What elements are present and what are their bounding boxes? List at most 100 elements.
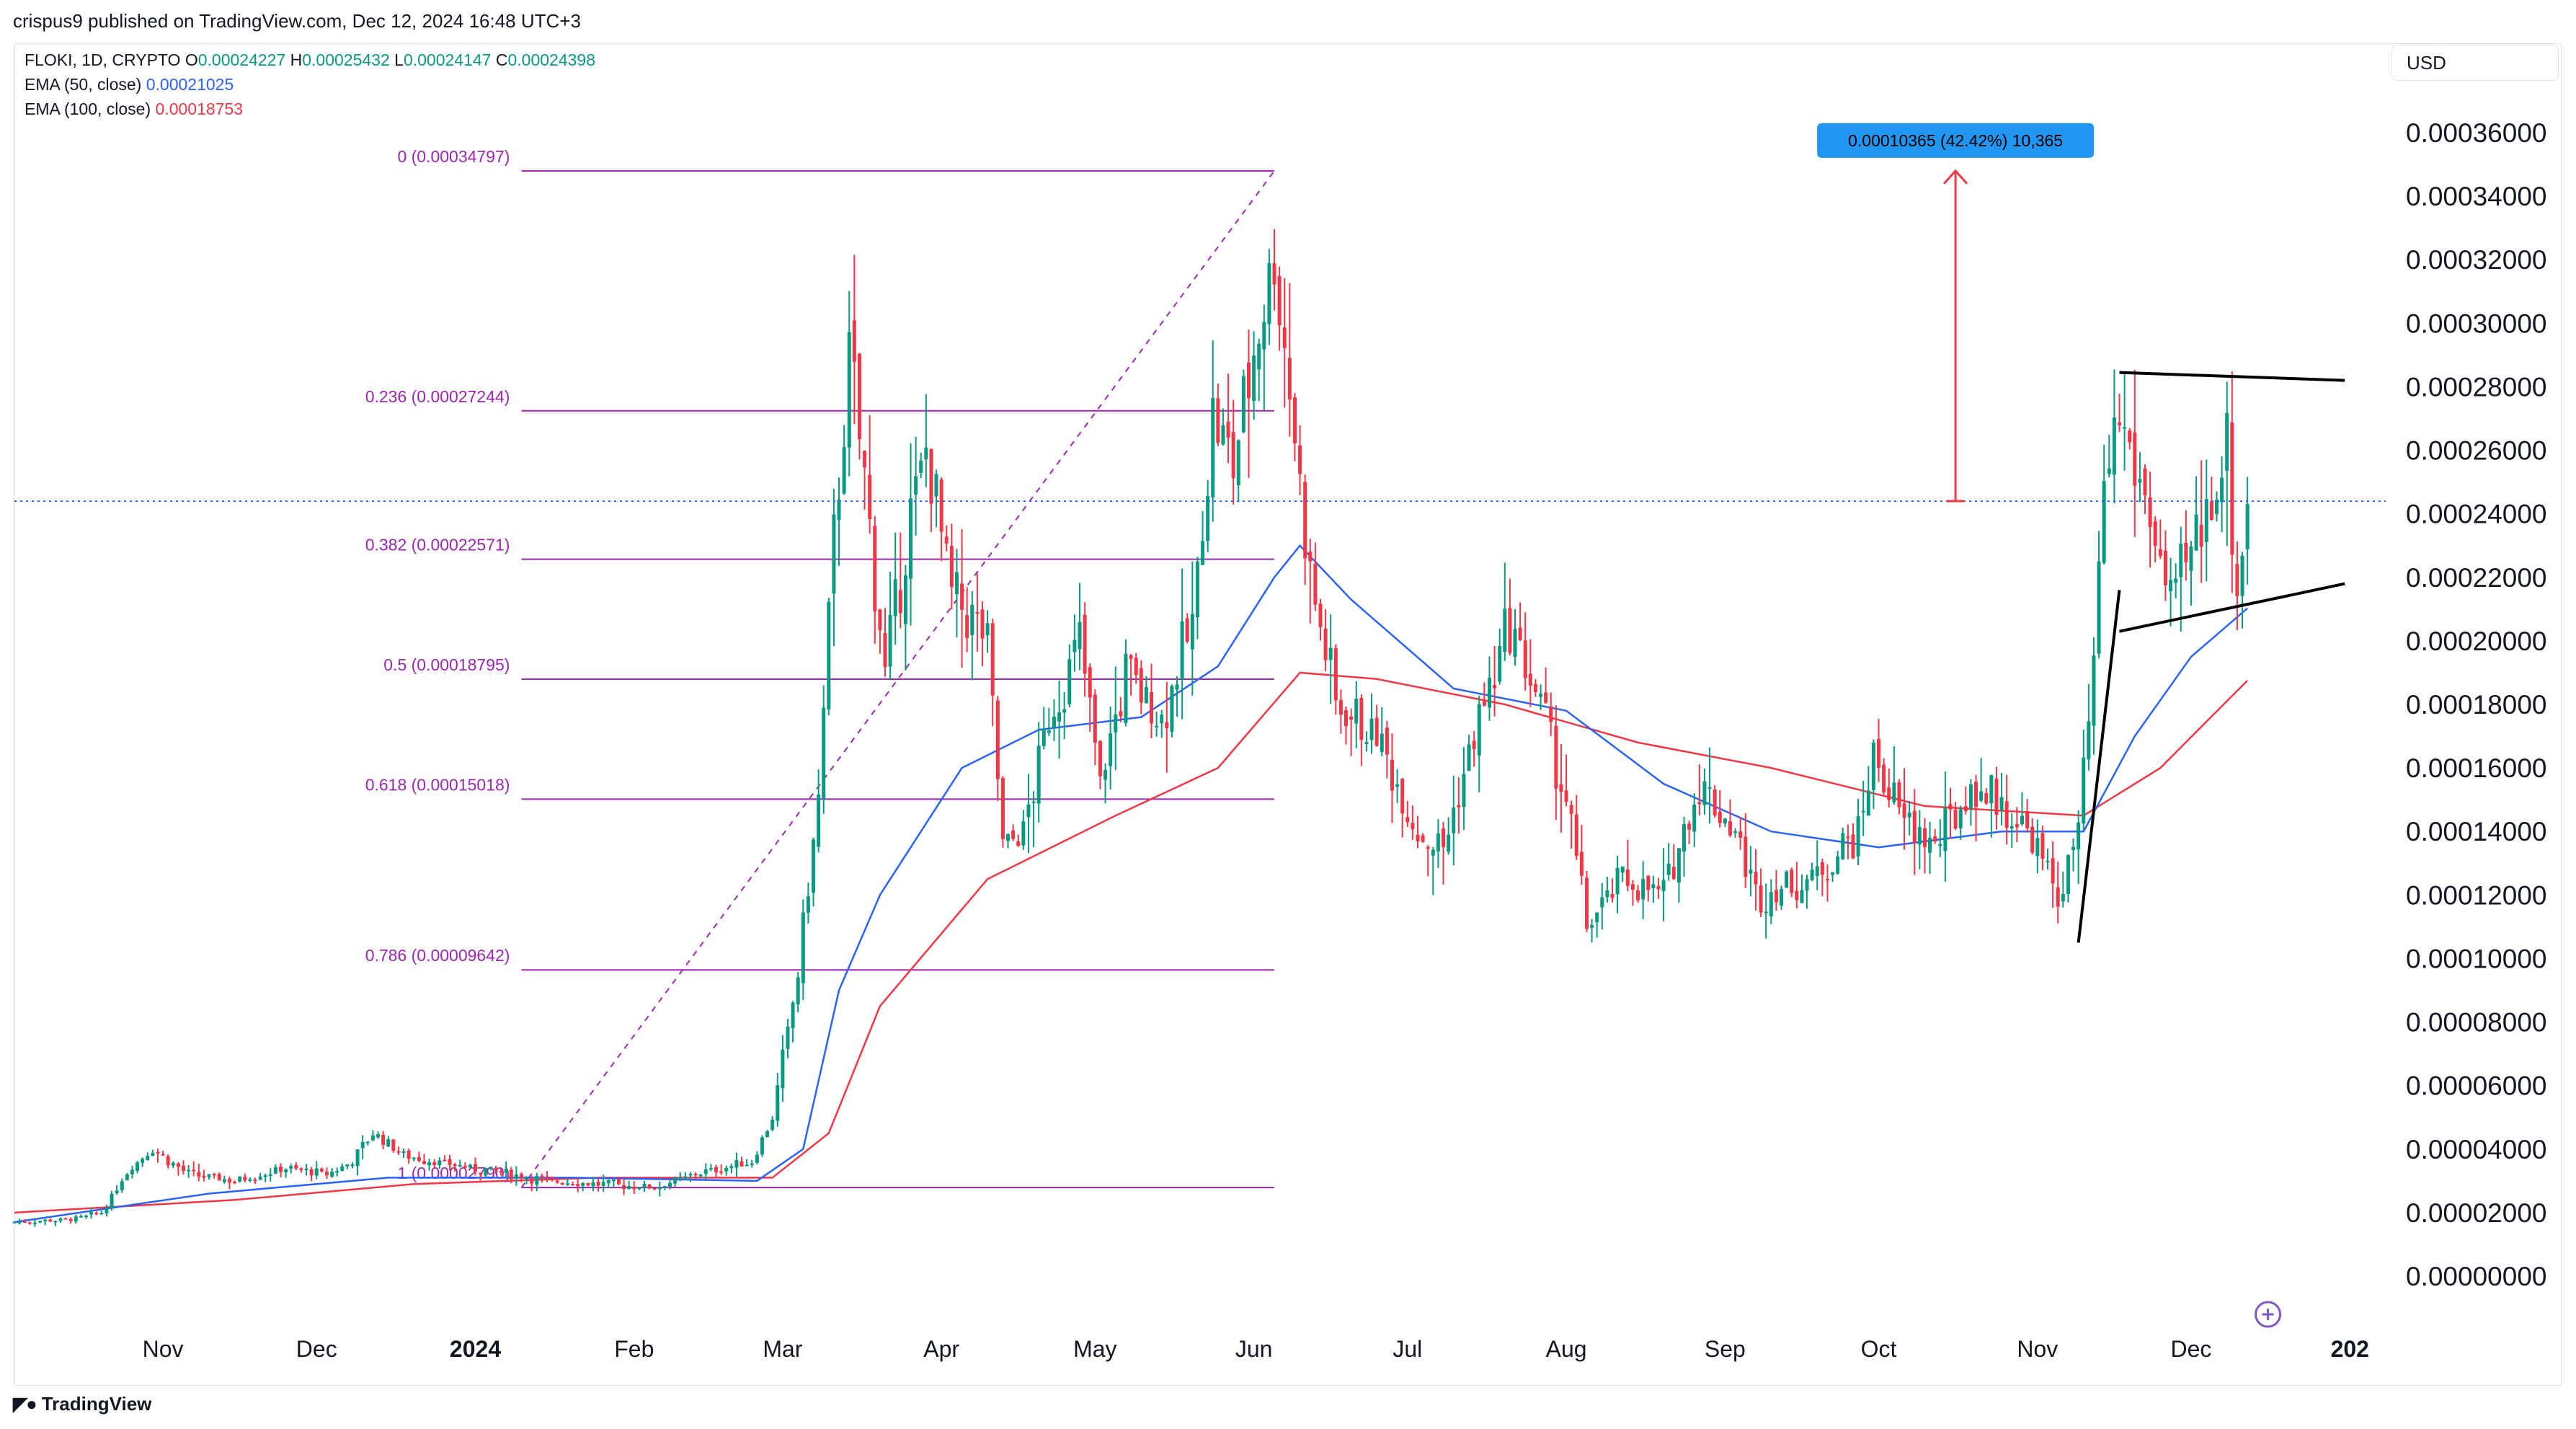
time-axis[interactable]: Nov Dec 2024 Feb Mar Apr May Jun Jul Aug Sep Oct Nov… [143, 1336, 2369, 1362]
drawings[interactable]: 0.00010365 (42.42%) 10,365 [14, 123, 2386, 1328]
candle-body [1518, 627, 1522, 640]
candle-body [2112, 417, 2116, 475]
candle-body [1477, 704, 1481, 756]
candle-body [1559, 784, 1563, 792]
price-tick-label: 0.00006000 [2406, 1071, 2546, 1101]
currency-selector[interactable]: USD [2391, 45, 2559, 81]
candle-body [980, 609, 985, 639]
candle-body [1933, 836, 1937, 841]
candle-body [58, 1218, 63, 1221]
candle-body [673, 1177, 678, 1184]
candle-body [207, 1174, 211, 1177]
candle-body [1579, 851, 1584, 876]
candle-body [1780, 889, 1784, 906]
symbol-name: FLOKI, 1D, CRYPTO [25, 50, 181, 69]
candle-body [304, 1168, 308, 1170]
price-axis[interactable]: 0.00036000 0.00034000 0.00032000 0.00030000… [2406, 118, 2546, 1291]
candle-body [2220, 477, 2224, 503]
candle-body [1871, 742, 1875, 790]
candle-body [1841, 833, 1845, 860]
tradingview-logo-icon: ◤● [13, 1393, 37, 1415]
candle-body [509, 1169, 513, 1180]
candle-body [1431, 849, 1435, 856]
candle-body [217, 1174, 221, 1181]
candle-body [1953, 809, 1958, 829]
candle-body [1298, 445, 1302, 474]
candle-body [929, 448, 933, 504]
target-icon [2255, 1301, 2282, 1328]
time-tick-label: Nov [143, 1336, 184, 1362]
candle-body [662, 1186, 667, 1188]
symbol-row[interactable]: FLOKI, 1D, CRYPTO O0.00024227 H0.0002543… [25, 48, 595, 72]
fibonacci-retracement[interactable]: 0 (0.00034797) 0.236 (0.00027244) 0.382 (0… [365, 147, 1275, 1189]
candle-body [233, 1182, 237, 1184]
candle-body [238, 1176, 242, 1182]
candle-body [1851, 834, 1855, 859]
candle-body [1006, 833, 1011, 841]
candle-body [68, 1218, 73, 1221]
candle-body [453, 1164, 457, 1167]
candle-body [2117, 422, 2121, 425]
candle-body [571, 1184, 575, 1186]
price-tick-label: 0.00034000 [2406, 182, 2546, 211]
candle-body [401, 1151, 406, 1153]
candle-body [1041, 728, 1046, 746]
candle-body [1421, 835, 1425, 842]
ema50-legend-row[interactable]: EMA (50, close) 0.00021025 [25, 72, 595, 97]
ema100-legend-row[interactable]: EMA (100, close) 0.00018753 [25, 97, 595, 121]
time-tick-label: Dec [2171, 1336, 2212, 1362]
candle-body [1795, 890, 1799, 901]
candle-body [151, 1153, 155, 1156]
candle-body [2194, 514, 2198, 551]
candle-body [156, 1151, 160, 1154]
candle-body [1564, 790, 1568, 802]
chart-pane[interactable] [14, 43, 2562, 1386]
candle-body [1149, 691, 1153, 724]
candle-body [1472, 740, 1476, 750]
candle-body [43, 1219, 48, 1221]
time-tick-label: 202 [2331, 1336, 2369, 1362]
candle-body [381, 1134, 386, 1146]
candle-body [412, 1157, 416, 1159]
candle-body [555, 1180, 559, 1183]
candle-body [1195, 561, 1199, 618]
candle-body [755, 1154, 759, 1163]
candle-body [2097, 561, 2101, 654]
candle-body [1790, 870, 1794, 893]
candle-body [2071, 846, 2076, 851]
candle-body [1861, 810, 1865, 813]
candle-body [1405, 817, 1410, 823]
candle-body [1574, 814, 1578, 857]
candle-body [1846, 836, 1850, 839]
candle-body [1979, 791, 1984, 801]
candle-body [479, 1172, 483, 1174]
candle-body [1226, 421, 1230, 438]
candle-body [136, 1162, 140, 1171]
brand[interactable]: ◤● TradingView [13, 1393, 151, 1415]
candle-body [1313, 564, 1318, 605]
candle-body [12, 1221, 17, 1224]
candle-body [1922, 828, 1927, 847]
candle-body [1411, 823, 1415, 830]
candle-body [863, 451, 867, 468]
candle-body [2179, 544, 2183, 578]
candle-body [2077, 822, 2081, 850]
candle-body [1769, 892, 1773, 917]
candle-body [1165, 722, 1169, 729]
candle-body [949, 546, 954, 588]
candle-body [1815, 866, 1819, 876]
candle-body [2009, 826, 2014, 829]
candle-body [1887, 787, 1891, 800]
candle-body [535, 1176, 539, 1185]
candle-body [227, 1178, 231, 1183]
candle-body [105, 1208, 109, 1213]
candle-body [294, 1165, 298, 1169]
candle-body [1088, 667, 1092, 698]
fib-level-label: 0.786 (0.00009642) [365, 946, 510, 965]
candle-body [335, 1171, 339, 1173]
candle-body [99, 1213, 104, 1215]
candle-body [1912, 810, 1917, 844]
candle-body [632, 1187, 636, 1190]
candle-body [591, 1182, 595, 1187]
